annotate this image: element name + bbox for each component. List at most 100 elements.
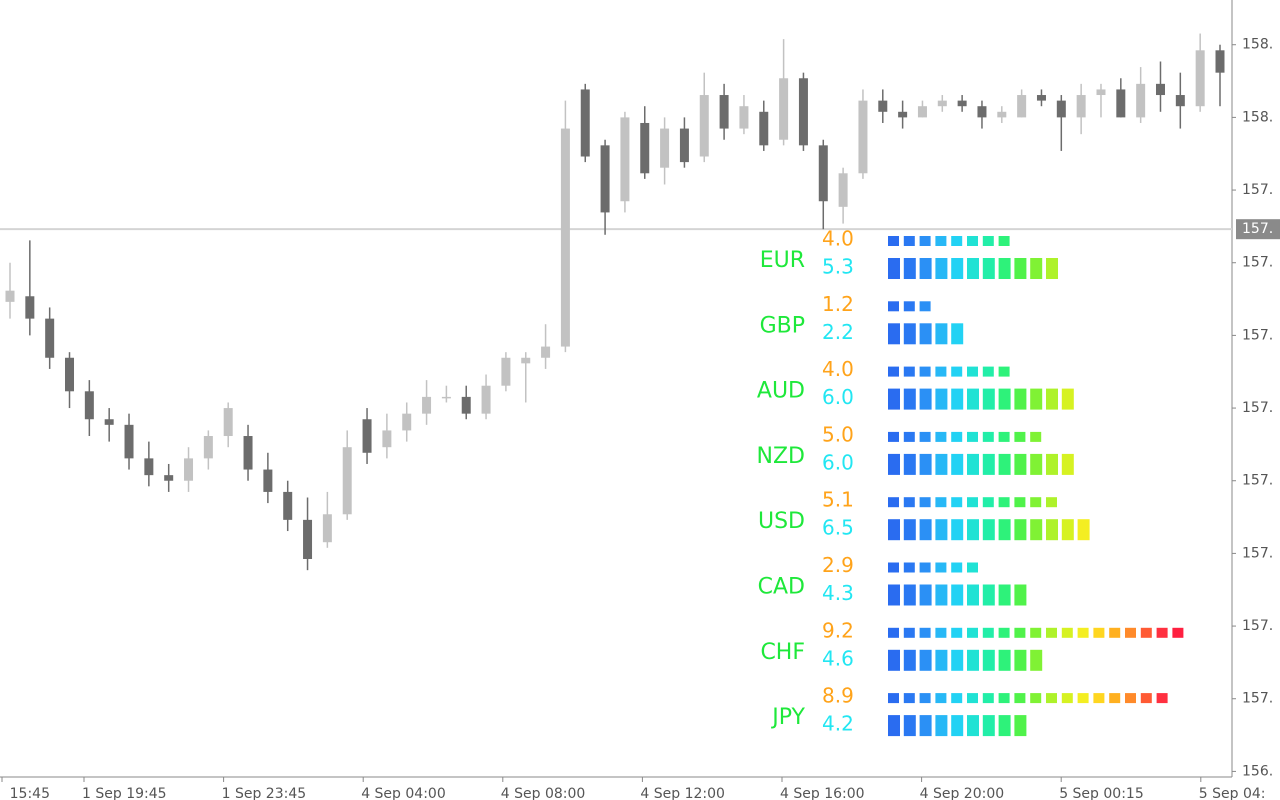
strength-block bbox=[967, 627, 978, 638]
strength-block bbox=[888, 431, 899, 442]
candle-body bbox=[461, 396, 471, 414]
y-tick-label: 157. bbox=[1242, 400, 1273, 416]
strength-block bbox=[903, 715, 916, 737]
candle-body bbox=[144, 458, 154, 476]
strength-value: 5.1 bbox=[822, 488, 854, 512]
strength-block bbox=[1077, 627, 1089, 638]
strength-block bbox=[935, 649, 948, 671]
strength-block bbox=[1156, 627, 1168, 638]
strength-block bbox=[967, 649, 979, 671]
strength-block bbox=[998, 649, 1011, 671]
strength-block bbox=[903, 627, 915, 638]
strength-block bbox=[982, 519, 995, 541]
strength-block bbox=[1046, 519, 1058, 541]
strength-block bbox=[1156, 693, 1168, 704]
strength-block bbox=[935, 562, 947, 573]
strength-value: 4.3 bbox=[822, 581, 854, 605]
strength-block bbox=[1125, 693, 1136, 704]
strength-bar bbox=[888, 584, 1027, 606]
strength-block bbox=[998, 627, 1010, 638]
strength-block bbox=[982, 715, 995, 737]
candle-body bbox=[878, 100, 888, 112]
strength-block bbox=[1077, 693, 1089, 704]
strength-block bbox=[919, 453, 932, 475]
x-tick-label: 5 Sep 04: bbox=[1199, 786, 1266, 800]
strength-value: 8.9 bbox=[822, 684, 854, 708]
candle-body bbox=[45, 318, 55, 358]
currency-label: CAD bbox=[758, 575, 805, 600]
strength-block bbox=[935, 366, 947, 377]
strength-block bbox=[967, 715, 979, 737]
strength-block bbox=[903, 301, 915, 312]
strength-bar bbox=[888, 366, 1010, 377]
strength-block bbox=[982, 649, 995, 671]
strength-block bbox=[1109, 627, 1121, 638]
x-tick-label: 1 Sep 19:45 bbox=[82, 786, 167, 800]
y-tick-label: 157. bbox=[1242, 255, 1273, 271]
candle-body bbox=[818, 145, 828, 202]
strength-block bbox=[1014, 431, 1026, 442]
strength-block bbox=[888, 323, 900, 345]
strength-block bbox=[951, 431, 963, 442]
strength-block bbox=[998, 584, 1011, 606]
strength-block bbox=[1030, 649, 1043, 671]
strength-block bbox=[967, 519, 979, 541]
strength-block bbox=[1014, 649, 1027, 671]
strength-block bbox=[951, 562, 963, 573]
strength-block bbox=[1172, 627, 1184, 638]
strength-block bbox=[1140, 627, 1152, 638]
x-tick-label: 4 Sep 12:00 bbox=[640, 786, 725, 800]
strength-bar bbox=[888, 453, 1074, 475]
strength-block bbox=[919, 562, 931, 573]
candle-body bbox=[441, 396, 451, 399]
strength-block bbox=[951, 584, 964, 606]
strength-block bbox=[935, 388, 948, 410]
strength-block bbox=[903, 431, 915, 442]
strength-block bbox=[967, 584, 979, 606]
currency-label: USD bbox=[758, 509, 805, 534]
strength-block bbox=[967, 366, 978, 377]
strength-bar bbox=[888, 519, 1090, 541]
strength-block bbox=[919, 431, 931, 442]
strength-block bbox=[982, 258, 995, 279]
currency-label: GBP bbox=[760, 313, 805, 338]
strength-block bbox=[903, 584, 916, 606]
candle-body bbox=[303, 519, 313, 559]
strength-block bbox=[1030, 388, 1043, 410]
candle-body bbox=[937, 100, 947, 107]
strength-bar bbox=[888, 715, 1027, 737]
strength-block bbox=[919, 715, 932, 737]
strength-block bbox=[903, 519, 916, 541]
y-tick-label: 156. bbox=[1242, 763, 1273, 779]
strength-block bbox=[919, 649, 932, 671]
x-tick-label: 4 Sep 16:00 bbox=[780, 786, 865, 800]
strength-block bbox=[919, 627, 931, 638]
strength-block bbox=[888, 693, 899, 704]
candle-body bbox=[779, 78, 789, 140]
strength-block bbox=[951, 366, 963, 377]
candle-body bbox=[342, 447, 352, 515]
strength-bar bbox=[888, 388, 1074, 410]
strength-block bbox=[967, 693, 978, 704]
candle-body bbox=[203, 436, 213, 459]
strength-block bbox=[982, 497, 994, 508]
strength-block bbox=[1061, 519, 1074, 541]
strength-block bbox=[982, 453, 995, 475]
candle-body bbox=[898, 111, 908, 118]
strength-block bbox=[903, 388, 916, 410]
strength-block bbox=[935, 236, 947, 246]
candle-body bbox=[362, 419, 372, 453]
strength-block bbox=[888, 236, 899, 246]
strength-bar bbox=[888, 497, 1057, 508]
strength-block bbox=[903, 258, 916, 279]
strength-block bbox=[1030, 453, 1043, 475]
strength-block bbox=[982, 388, 995, 410]
strength-block bbox=[998, 258, 1011, 279]
x-tick-label: 4 Sep 04:00 bbox=[361, 786, 446, 800]
strength-block bbox=[998, 519, 1011, 541]
strength-value: 6.5 bbox=[822, 516, 854, 540]
candle-body bbox=[164, 475, 174, 481]
strength-block bbox=[888, 497, 899, 508]
